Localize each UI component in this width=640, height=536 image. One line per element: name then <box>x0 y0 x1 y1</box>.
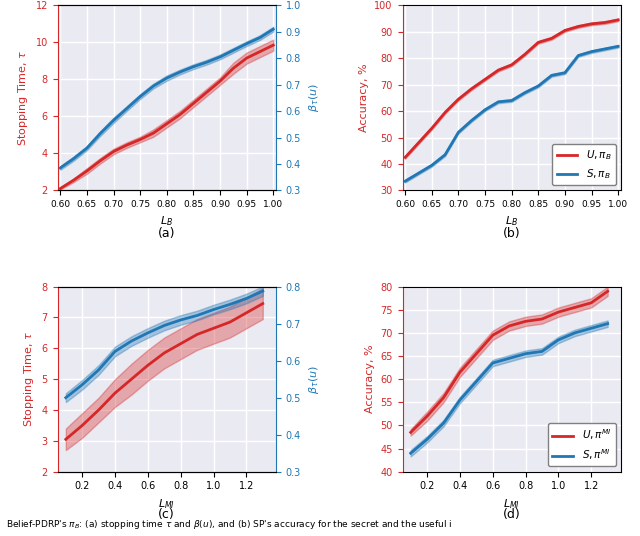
$U, \pi_B$ <box>481 76 489 83</box>
$U, \pi_B$ <box>428 125 436 131</box>
$S, \pi^{MI}$ <box>588 325 595 331</box>
Y-axis label: $\beta_\tau(u)$: $\beta_\tau(u)$ <box>307 84 321 113</box>
Y-axis label: $\beta_\tau(u)$: $\beta_\tau(u)$ <box>307 364 321 393</box>
Legend: $U, \pi_B$, $S, \pi_B$: $U, \pi_B$, $S, \pi_B$ <box>552 144 616 185</box>
$U, \pi_B$ <box>548 35 556 42</box>
Line: $U, \pi_B$: $U, \pi_B$ <box>405 20 618 158</box>
$S, \pi_B$ <box>588 48 595 55</box>
$U, \pi^{MI}$ <box>555 309 563 315</box>
X-axis label: $L_{MI}$: $L_{MI}$ <box>158 497 175 511</box>
$U, \pi^{MI}$ <box>506 323 513 329</box>
$U, \pi^{MI}$ <box>604 288 611 294</box>
Legend: $U, \pi^{MI}$, $S, \pi^{MI}$: $U, \pi^{MI}$, $S, \pi^{MI}$ <box>548 423 616 466</box>
$S, \pi_B$ <box>614 43 622 49</box>
$U, \pi_B$ <box>588 21 595 27</box>
$U, \pi^{MI}$ <box>538 316 546 322</box>
Y-axis label: Stopping Time, $\tau$: Stopping Time, $\tau$ <box>22 331 36 427</box>
$S, \pi^{MI}$ <box>506 355 513 362</box>
$U, \pi^{MI}$ <box>489 332 497 338</box>
$S, \pi_B$ <box>481 107 489 113</box>
X-axis label: $L_{MI}$: $L_{MI}$ <box>503 497 520 511</box>
$S, \pi^{MI}$ <box>440 420 447 426</box>
$U, \pi_B$ <box>534 39 542 46</box>
$S, \pi_B$ <box>561 70 569 76</box>
$U, \pi_B$ <box>441 109 449 116</box>
Line: $S, \pi_B$: $S, \pi_B$ <box>405 46 618 181</box>
$U, \pi_B$ <box>614 17 622 23</box>
$S, \pi_B$ <box>534 83 542 89</box>
$S, \pi_B$ <box>495 99 502 105</box>
$U, \pi^{MI}$ <box>522 318 529 324</box>
$S, \pi_B$ <box>401 178 409 184</box>
$S, \pi_B$ <box>601 46 609 52</box>
$U, \pi_B$ <box>495 67 502 73</box>
$S, \pi_B$ <box>521 90 529 96</box>
X-axis label: $L_B$: $L_B$ <box>160 215 173 228</box>
$U, \pi_B$ <box>454 96 462 102</box>
$U, \pi_B$ <box>561 27 569 34</box>
$U, \pi_B$ <box>415 139 422 146</box>
$U, \pi^{MI}$ <box>423 413 431 419</box>
X-axis label: $L_B$: $L_B$ <box>505 215 518 228</box>
$S, \pi_B$ <box>415 170 422 176</box>
$S, \pi^{MI}$ <box>472 378 480 385</box>
$S, \pi_B$ <box>468 117 476 124</box>
$S, \pi_B$ <box>508 98 515 104</box>
Text: Belief-PDRP's $\pi_B$: (a) stopping time $\tau$ and $\beta(u)$, and (b) SP's acc: Belief-PDRP's $\pi_B$: (a) stopping time… <box>6 518 453 531</box>
Y-axis label: Stopping Time, $\tau$: Stopping Time, $\tau$ <box>16 50 30 146</box>
$U, \pi_B$ <box>574 23 582 29</box>
$S, \pi^{MI}$ <box>571 330 579 336</box>
$U, \pi_B$ <box>521 51 529 57</box>
Y-axis label: Accuracy, %: Accuracy, % <box>365 345 375 413</box>
$U, \pi^{MI}$ <box>407 429 415 436</box>
$U, \pi_B$ <box>601 19 609 26</box>
$S, \pi^{MI}$ <box>456 397 464 403</box>
$U, \pi^{MI}$ <box>440 394 447 401</box>
$S, \pi^{MI}$ <box>423 436 431 443</box>
$S, \pi^{MI}$ <box>407 450 415 456</box>
$U, \pi^{MI}$ <box>456 369 464 375</box>
$S, \pi^{MI}$ <box>489 360 497 366</box>
$S, \pi^{MI}$ <box>555 337 563 343</box>
Line: $U, \pi^{MI}$: $U, \pi^{MI}$ <box>411 291 607 433</box>
$S, \pi^{MI}$ <box>522 351 529 357</box>
$S, \pi_B$ <box>574 53 582 59</box>
$U, \pi^{MI}$ <box>571 304 579 311</box>
$S, \pi^{MI}$ <box>538 348 546 355</box>
Y-axis label: Accuracy, %: Accuracy, % <box>359 64 369 132</box>
Text: (a): (a) <box>158 227 175 240</box>
$U, \pi^{MI}$ <box>588 300 595 306</box>
$S, \pi_B$ <box>428 162 436 168</box>
$U, \pi_B$ <box>468 85 476 92</box>
Text: (d): (d) <box>503 508 520 521</box>
$S, \pi^{MI}$ <box>604 321 611 327</box>
Text: (b): (b) <box>503 227 520 240</box>
$U, \pi_B$ <box>508 62 515 68</box>
$S, \pi_B$ <box>454 129 462 136</box>
Text: (c): (c) <box>158 508 175 521</box>
$U, \pi_B$ <box>401 154 409 161</box>
$S, \pi_B$ <box>441 152 449 158</box>
$S, \pi_B$ <box>548 72 556 79</box>
$U, \pi^{MI}$ <box>472 351 480 357</box>
Line: $S, \pi^{MI}$: $S, \pi^{MI}$ <box>411 324 607 453</box>
